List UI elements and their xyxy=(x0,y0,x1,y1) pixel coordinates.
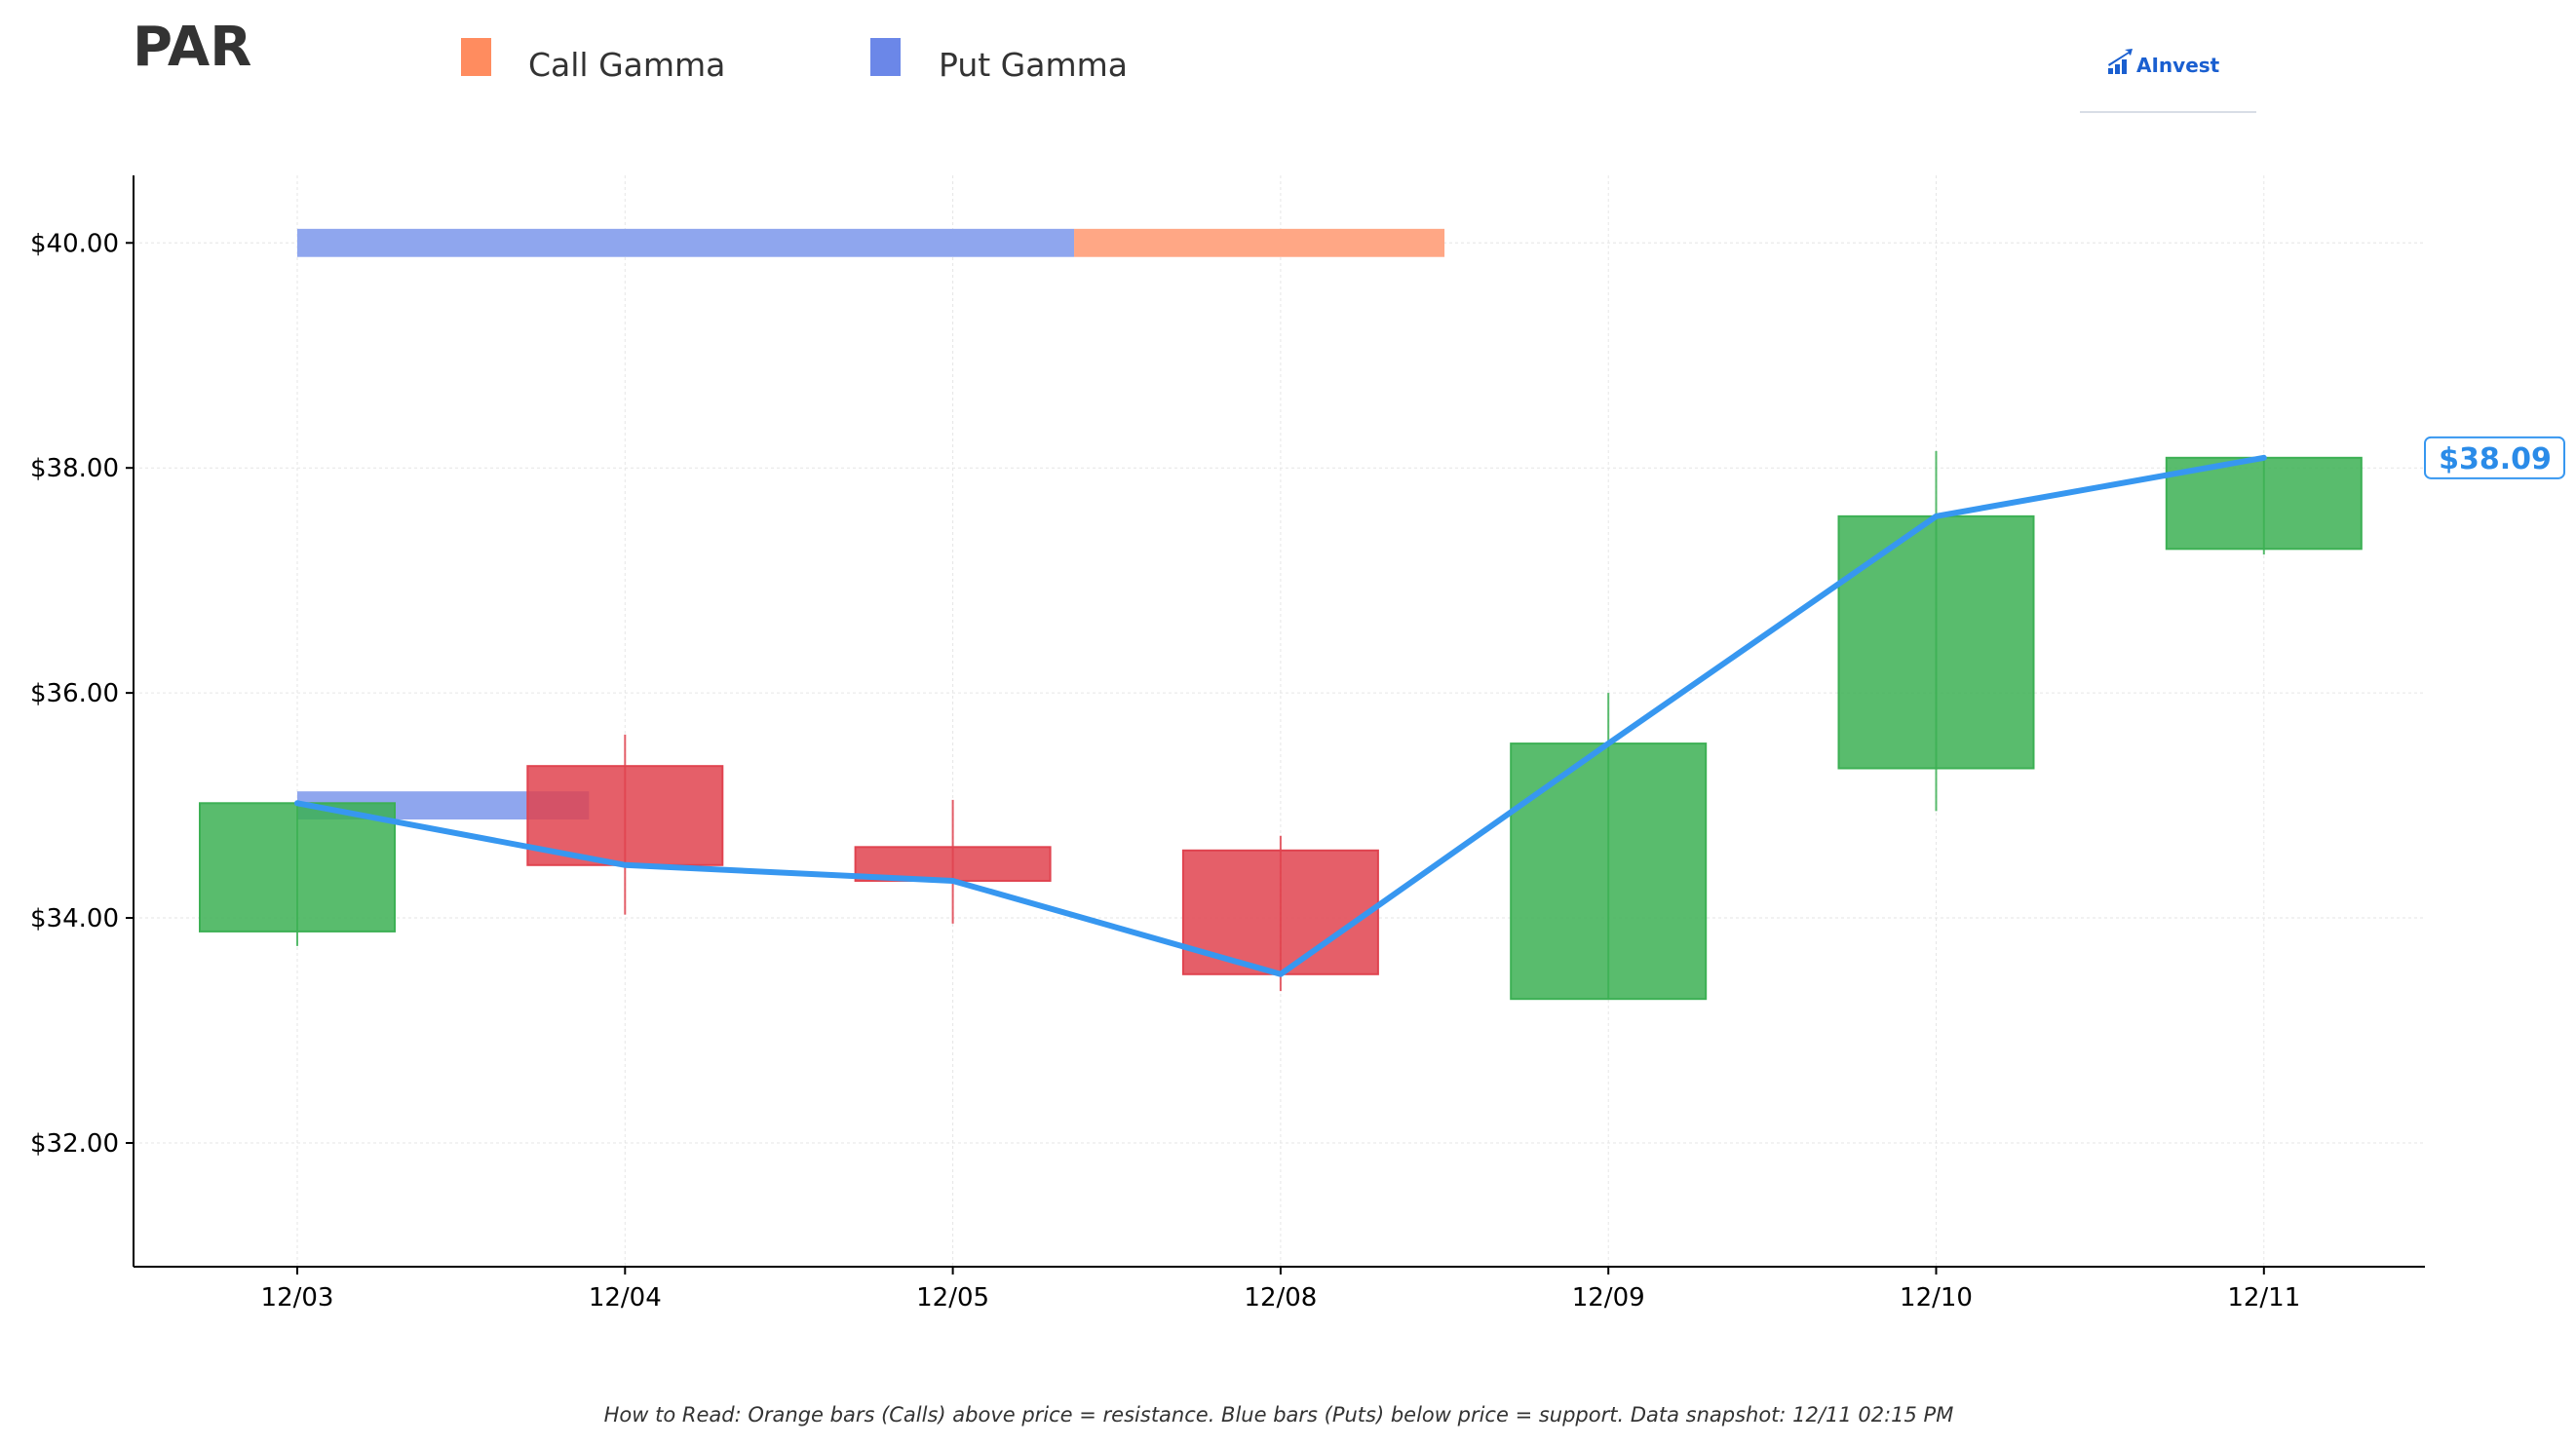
gamma-bars xyxy=(297,228,1445,820)
x-tick-label-2: 12/05 xyxy=(916,1283,989,1313)
grid xyxy=(134,175,2425,1267)
footnote: How to Read: Orange bars (Calls) above p… xyxy=(604,1403,1954,1427)
y-tick-label-2: $36.00 xyxy=(30,679,119,708)
legend-label-call-gamma: Call Gamma xyxy=(528,46,725,84)
price-line xyxy=(294,454,2267,977)
legend-label-put-gamma: Put Gamma xyxy=(939,46,1128,84)
current-price-tag-group: $38.09 xyxy=(2424,436,2565,479)
y-tick-label-3: $38.00 xyxy=(30,454,119,483)
current-price-label: $38.09 xyxy=(2439,442,2552,476)
logo-text: AInvest xyxy=(2136,54,2220,77)
ainvest-logo: AInvest xyxy=(2080,49,2256,113)
chart-bars-icon xyxy=(2108,49,2133,74)
x-tick-label-4: 12/09 xyxy=(1572,1283,1645,1313)
x-tick-label-3: 12/08 xyxy=(1244,1283,1317,1313)
gamma-bar-call-1 xyxy=(1074,228,1445,257)
x-tick-label-6: 12/11 xyxy=(2227,1283,2300,1313)
candle-body-6 xyxy=(2165,456,2363,551)
x-tick-label-0: 12/03 xyxy=(261,1283,334,1313)
x-tick-label-5: 12/10 xyxy=(1900,1283,1973,1313)
candle-body-1 xyxy=(526,765,724,866)
candle-body-0 xyxy=(199,802,396,932)
ticker-title: PAR xyxy=(133,16,251,79)
gamma-bar-put-0 xyxy=(297,228,1075,257)
price-line-group xyxy=(294,454,2267,977)
y-tick-label-1: $34.00 xyxy=(30,904,119,933)
legend-swatch-call-gamma xyxy=(461,38,491,76)
legend-swatch-put-gamma xyxy=(870,38,901,76)
candle-body-4 xyxy=(1510,742,1708,1001)
x-tick-label-1: 12/04 xyxy=(589,1283,662,1313)
axes: $32.00 $34.00 $36.00 $38.00 $40.00 12/03 12/04… xyxy=(30,175,2425,1313)
candle-body-5 xyxy=(1837,514,2035,770)
legend: Call Gamma Put Gamma xyxy=(461,38,1128,84)
current-price-tag xyxy=(2424,436,2565,479)
y-tick-label-0: $32.00 xyxy=(30,1129,119,1159)
y-tick-label-4: $40.00 xyxy=(30,229,119,258)
